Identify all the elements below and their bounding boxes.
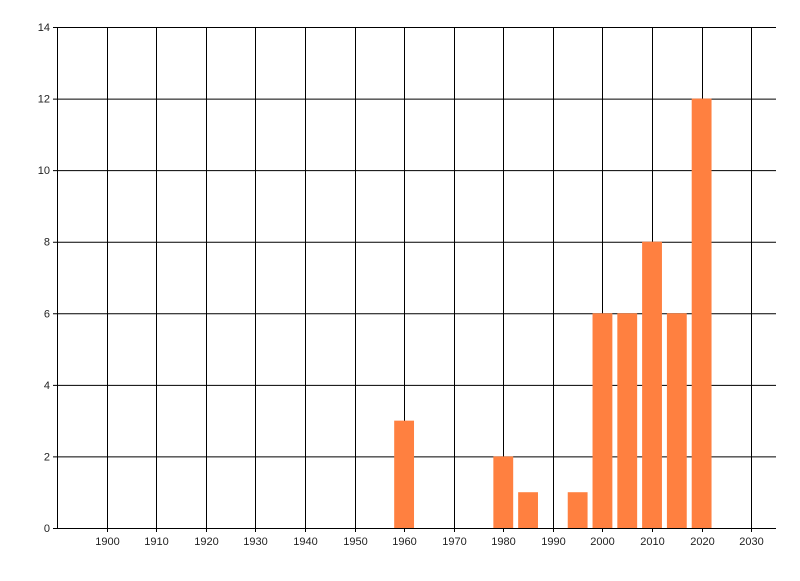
x-tick-label: 1940	[293, 536, 317, 548]
x-tick-label: 2030	[739, 536, 763, 548]
axes	[57, 27, 776, 529]
bar-1960	[394, 420, 415, 528]
x-tick-label: 1980	[491, 536, 515, 548]
x-tick-label: 2000	[590, 536, 614, 548]
bar-1980	[493, 456, 514, 528]
bar-2020	[691, 98, 712, 529]
bar-2000	[592, 313, 613, 528]
bar-2010	[642, 241, 662, 528]
x-tick-label: 1970	[442, 536, 466, 548]
x-tick-label: 1960	[392, 536, 416, 548]
y-tick-label: 12	[38, 94, 50, 106]
x-tick-label: 1900	[95, 536, 119, 548]
x-tick-label: 1990	[541, 536, 565, 548]
y-tick-label: 2	[44, 451, 50, 463]
y-tick-label: 8	[44, 237, 50, 249]
bar-2005	[617, 313, 638, 528]
y-tick-label: 10	[38, 165, 50, 177]
x-tick-label: 1920	[194, 536, 218, 548]
bars	[394, 98, 712, 529]
grid	[53, 27, 776, 532]
x-tick-label: 1910	[144, 536, 168, 548]
x-tick-label: 2010	[640, 536, 664, 548]
bar-2015	[666, 313, 687, 528]
bar-1995	[567, 492, 588, 528]
bar-1985	[518, 492, 538, 528]
y-tick-label: 6	[44, 308, 50, 320]
y-tick-label: 14	[38, 22, 50, 34]
x-tick-label: 2020	[690, 536, 714, 548]
y-tick-label: 4	[44, 380, 50, 392]
x-tick-label: 1950	[343, 536, 367, 548]
tick-labels: 0 2 4 6 8 10 12 14 1900 1910 1920 1930 1940 1950 1960 1…	[38, 22, 764, 548]
y-tick-label: 0	[44, 523, 50, 535]
x-tick-label: 1930	[243, 536, 267, 548]
